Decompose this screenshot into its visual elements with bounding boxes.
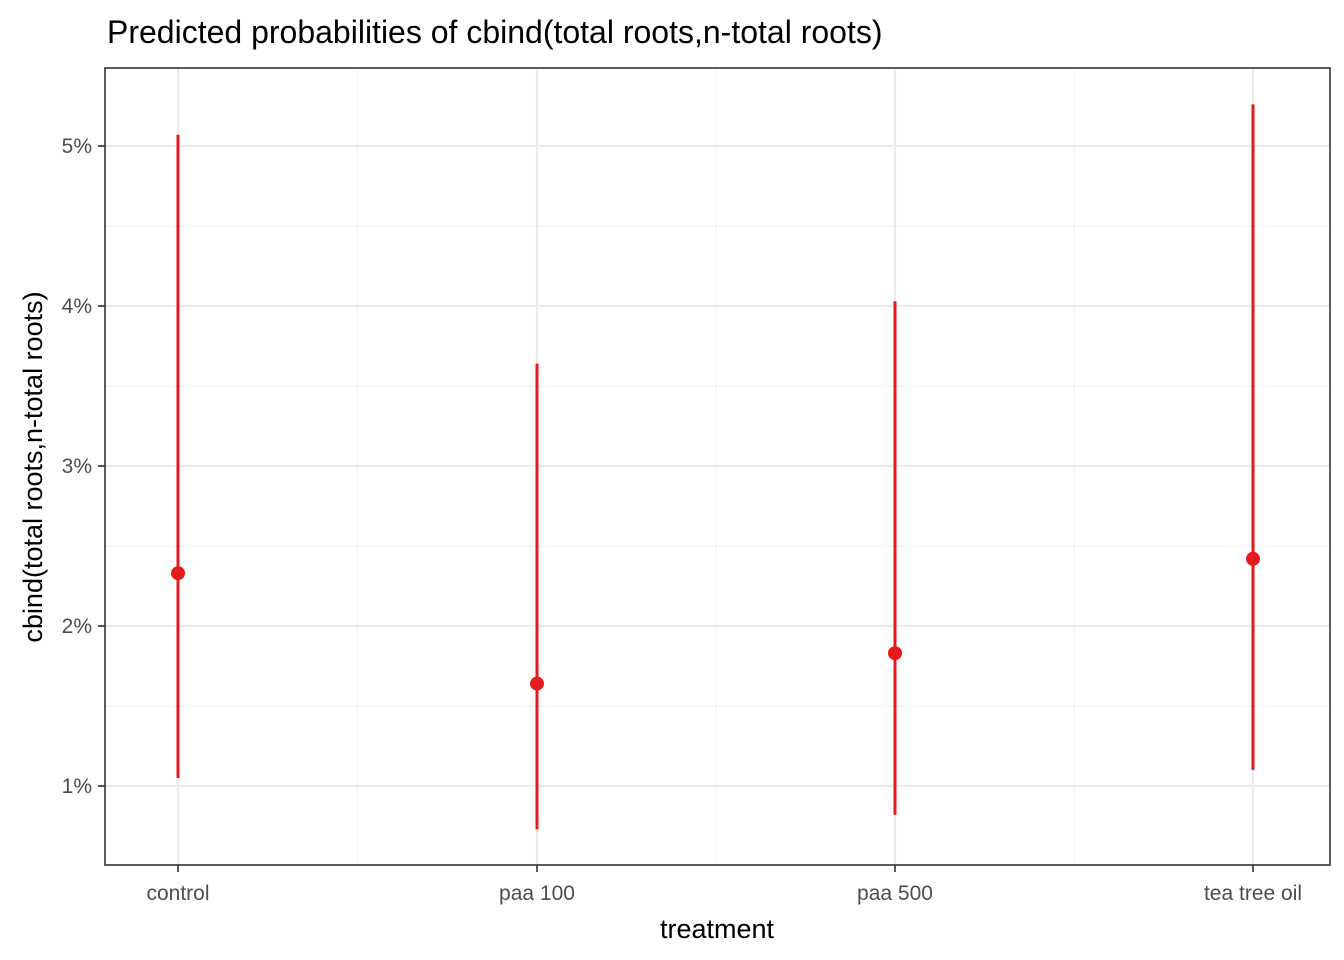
x-tick-label: paa 500 <box>857 882 933 905</box>
x-tick-label: paa 100 <box>499 882 575 905</box>
data-point <box>171 566 185 581</box>
data-point <box>888 646 902 661</box>
axis-ticks: 1% 2% 3% 4% 5% control paa 100 paa 500 tea tree … <box>62 135 1302 905</box>
y-tick-label: 5% <box>62 135 92 158</box>
panel-border <box>104 67 1331 866</box>
y-tick-label: 1% <box>62 775 92 798</box>
y-tick-label: 3% <box>62 455 92 478</box>
x-axis-title: treatment <box>660 914 775 944</box>
data-series <box>171 104 1260 830</box>
chart-title: Predicted probabilities of cbind(total r… <box>107 14 883 50</box>
grid-lines <box>105 68 1330 865</box>
y-tick-label: 2% <box>62 615 92 638</box>
data-point <box>1246 551 1260 566</box>
y-tick-label: 4% <box>62 295 92 318</box>
data-point <box>530 676 544 691</box>
x-tick-label: control <box>146 882 209 905</box>
y-axis-title: cbind(total roots,n-total roots) <box>18 291 48 642</box>
x-tick-label: tea tree oil <box>1204 882 1302 905</box>
